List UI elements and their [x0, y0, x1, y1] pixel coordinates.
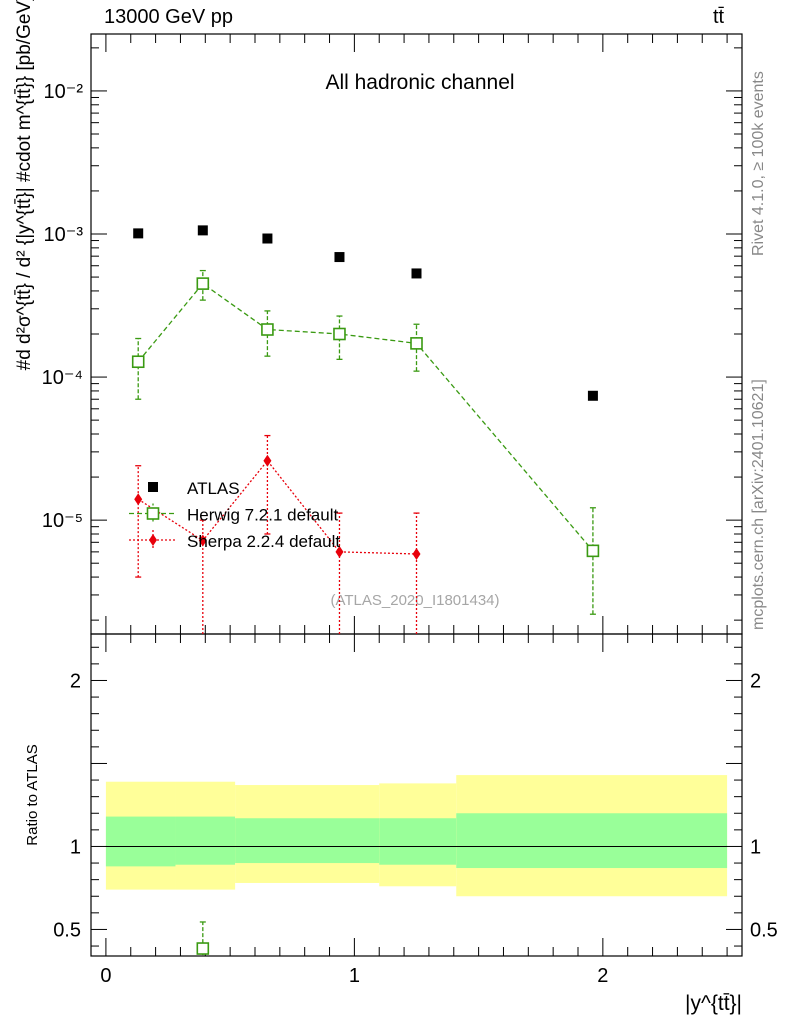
stat-uncertainty-band-0 [105, 816, 176, 867]
main-y-tick-label: 10⁻³ [44, 224, 84, 246]
x-axis-label: |y^{tt̄}| [685, 992, 742, 1015]
x-tick-label: 0 [100, 965, 111, 987]
series-sherpa-2-2-4-default [134, 434, 421, 634]
ratio-series-herwig [196, 921, 210, 956]
ratio-y-tick-label-right: 1 [750, 836, 761, 858]
data-point [412, 547, 421, 560]
analysis-watermark: (ATLAS_2020_I1801434) [330, 592, 499, 609]
legend-label: Sherpa 2.2.4 default [187, 532, 340, 551]
stat-uncertainty-band-4 [456, 813, 728, 869]
data-point [262, 233, 273, 244]
process-label: tt̄ [713, 6, 725, 28]
ratio-y-tick-label-right: 0.5 [750, 919, 778, 941]
main-y-axis-ticks: 10⁻² 10⁻³ 10⁻⁴ 10⁻⁵ [42, 47, 742, 621]
data-point [333, 327, 346, 341]
legend-marker [149, 534, 157, 546]
data-point [335, 545, 344, 558]
data-point [411, 268, 422, 279]
x-tick-label: 2 [597, 965, 608, 987]
ratio-y-axis-ticks: 0.5 0.5 1 1 2 2 [53, 646, 778, 947]
legend-marker [148, 482, 158, 492]
ratio-y-tick-label-right: 2 [750, 670, 761, 692]
stat-uncertainty-band-1 [175, 816, 236, 865]
main-y-tick-label: 10⁻⁴ [42, 367, 83, 389]
ratio-data-point [196, 942, 210, 955]
series-connecting-line [137, 459, 417, 555]
ratio-y-axis-label: Ratio to ATLAS [24, 744, 41, 845]
series-herwig-7-2-1-default [131, 269, 600, 615]
stat-uncertainty-band-3 [379, 818, 457, 865]
main-y-tick-label: 10⁻² [44, 81, 84, 103]
ratio-y-tick-label-left: 2 [70, 670, 81, 692]
stat-uncertainty-band-2 [235, 818, 380, 864]
data-point [410, 337, 423, 350]
data-point [197, 225, 208, 236]
ratio-y-tick-label-left: 1 [70, 836, 81, 858]
data-point [586, 544, 600, 558]
data-point [198, 534, 207, 547]
x-tick-label: 1 [349, 965, 360, 987]
energy-label: 13000 GeV pp [104, 6, 233, 28]
legend-marker [146, 507, 160, 520]
main-y-axis-label: #d d²σ^{tt̄} / d² {|y^{tt̄}| #cdot m^{tt… [14, 0, 35, 370]
legend: ATLAS Herwig 7.2.1 default Sherpa 2.2.4 de… [129, 479, 340, 551]
data-point [134, 493, 143, 506]
data-point [263, 454, 272, 467]
data-point [196, 277, 210, 290]
data-point [131, 355, 145, 369]
plot-title: All hadronic channel [325, 71, 514, 94]
data-point [133, 228, 144, 239]
legend-label: Herwig 7.2.1 default [187, 506, 338, 525]
series-connecting-line [137, 282, 594, 552]
series-atlas [133, 225, 598, 401]
ratio-bands [105, 775, 728, 897]
legend-label: ATLAS [187, 479, 240, 498]
data-point [261, 323, 274, 336]
main-y-tick-label: 10⁻⁵ [42, 510, 83, 532]
ratio-y-tick-label-left: 0.5 [53, 919, 81, 941]
data-point [587, 390, 598, 401]
x-axis-ticks: 0 1 2 [100, 34, 728, 987]
data-point [334, 252, 345, 263]
